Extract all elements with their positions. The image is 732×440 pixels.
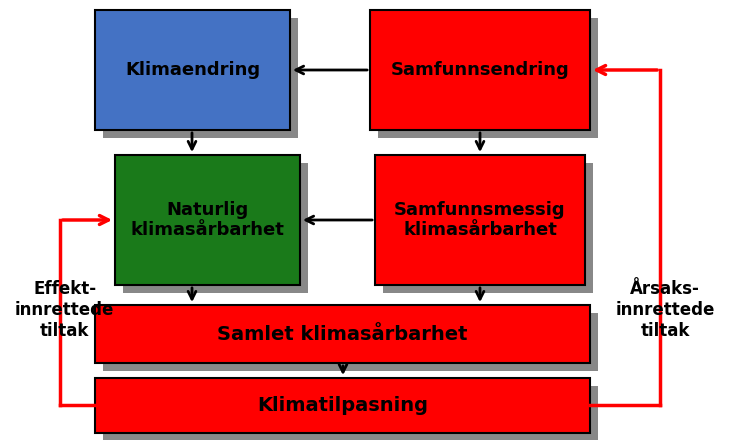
Text: Effekt-
innrettede
tiltak: Effekt- innrettede tiltak — [15, 280, 114, 340]
Text: Klimatilpasning: Klimatilpasning — [257, 396, 428, 415]
Text: Samfunnsendring: Samfunnsendring — [391, 61, 569, 79]
Text: Årsaks-
innrettede
tiltak: Årsaks- innrettede tiltak — [616, 280, 715, 340]
Text: Samlet klimasårbarhet: Samlet klimasårbarhet — [217, 324, 468, 344]
Bar — [95, 10, 290, 130]
Text: Samfunnsmessig
klimasårbarhet: Samfunnsmessig klimasårbarhet — [395, 201, 566, 239]
Bar — [103, 386, 598, 440]
Bar — [103, 313, 598, 371]
Text: Klimaendring: Klimaendring — [125, 61, 260, 79]
Text: Naturlig
klimasårbarhet: Naturlig klimasårbarhet — [130, 201, 285, 239]
Bar — [103, 18, 298, 138]
Bar — [378, 18, 598, 138]
Bar — [95, 305, 590, 363]
Bar — [115, 155, 300, 285]
Bar — [375, 155, 585, 285]
Bar — [370, 10, 590, 130]
Bar — [383, 163, 593, 293]
Bar — [123, 163, 308, 293]
Bar — [95, 378, 590, 433]
